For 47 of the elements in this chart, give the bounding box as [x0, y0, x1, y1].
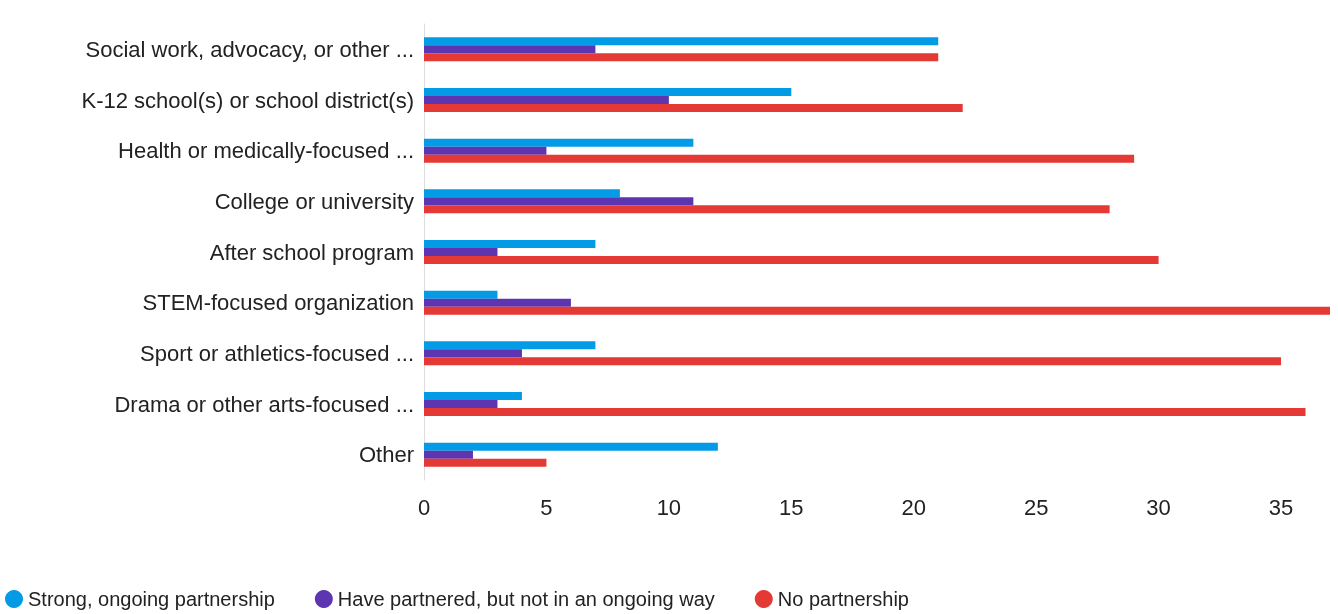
y-tick-label: STEM-focused organization — [142, 290, 414, 316]
x-tick-label: 20 — [901, 494, 926, 520]
y-tick-label: K-12 school(s) or school district(s) — [81, 87, 414, 113]
bar — [424, 306, 1330, 315]
bar — [424, 442, 718, 451]
bar — [424, 146, 547, 155]
y-tick-label: College or university — [214, 188, 414, 214]
legend-label: Strong, ongoing partnership — [28, 588, 275, 610]
y-tick-label: Other — [358, 442, 414, 468]
legend-label: Have partnered, but not in an ongoing way — [337, 588, 715, 610]
y-tick-label: Drama or other arts-focused ... — [114, 391, 414, 417]
bar — [424, 458, 547, 467]
bar — [424, 357, 1282, 366]
bar — [424, 240, 596, 248]
y-tick-label: Health or medically-focused ... — [118, 138, 414, 164]
bar — [424, 450, 473, 459]
bar — [424, 408, 1306, 416]
bar — [424, 53, 939, 62]
bar — [424, 341, 596, 350]
bar — [424, 392, 522, 400]
bar — [424, 138, 694, 147]
bar — [424, 154, 1135, 163]
bar — [424, 96, 669, 104]
x-tick-label: 25 — [1023, 494, 1049, 520]
bar — [424, 400, 498, 408]
x-tick-label: 15 — [779, 494, 804, 520]
bar — [424, 205, 1110, 214]
bar — [424, 256, 1159, 264]
bar — [424, 189, 620, 198]
bar — [424, 298, 571, 307]
bar — [424, 248, 498, 256]
bar — [424, 290, 498, 299]
bar — [424, 349, 522, 358]
y-tick-label: Social work, advocacy, or other ... — [85, 36, 414, 62]
bar — [424, 197, 694, 206]
x-tick-label: 10 — [656, 494, 682, 520]
y-tick-label: After school program — [209, 239, 414, 265]
x-tick-label: 0 — [417, 494, 431, 520]
y-tick-label: Sport or athletics-focused ... — [140, 340, 414, 366]
legend-label: No partnership — [777, 588, 909, 610]
bar — [424, 37, 939, 46]
bar — [424, 45, 596, 54]
x-tick-label: 5 — [540, 494, 553, 520]
bar — [424, 88, 792, 96]
x-tick-label: 30 — [1146, 494, 1171, 520]
x-tick-label: 35 — [1268, 494, 1294, 520]
bar — [424, 104, 963, 112]
